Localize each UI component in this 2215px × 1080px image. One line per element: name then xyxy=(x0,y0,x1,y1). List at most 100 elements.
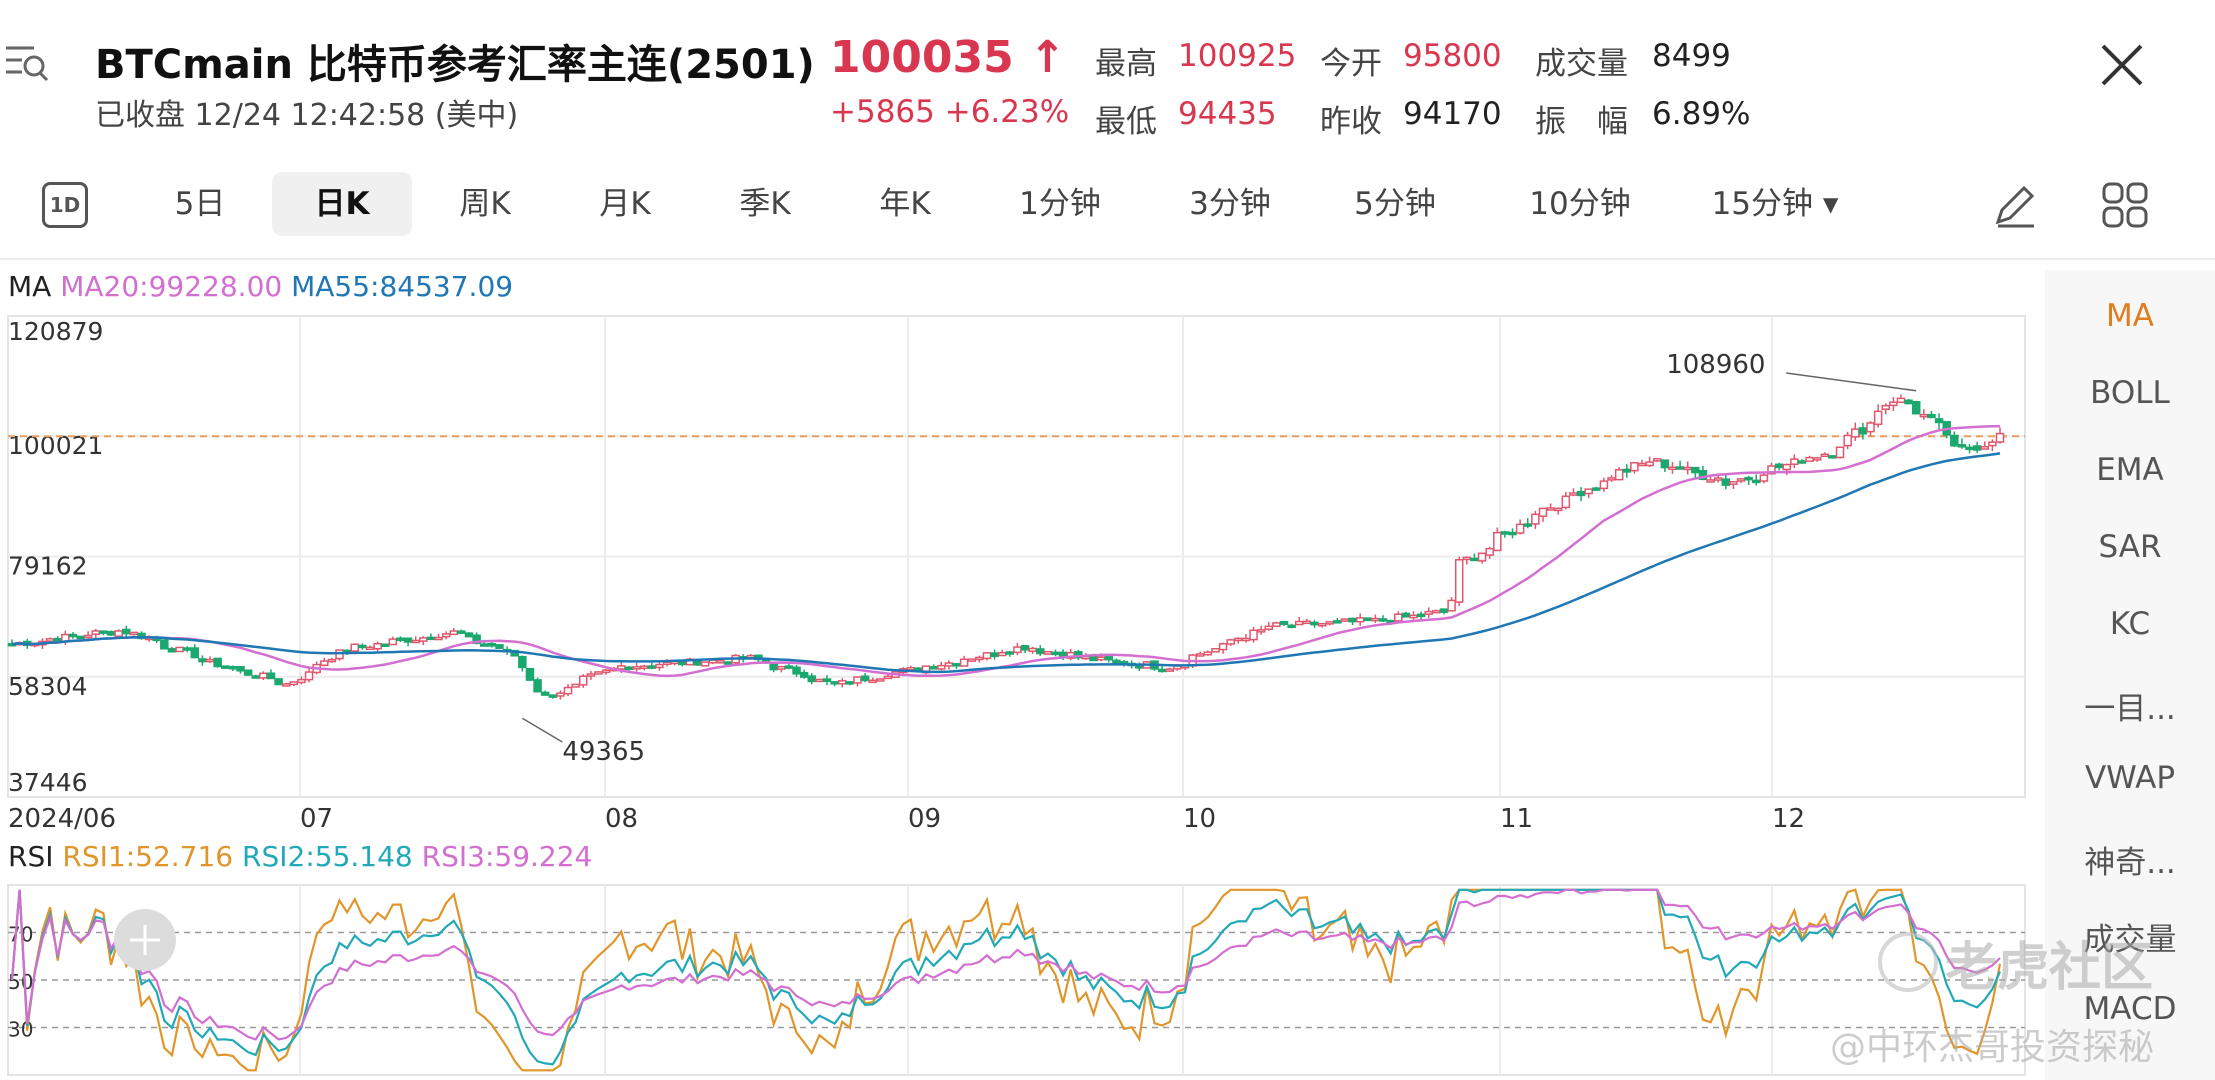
rsi-legend[interactable]: RSI RSI1:52.716 RSI2:55.148 RSI3:59.224 xyxy=(8,840,592,873)
watermark-author: @中环杰哥投资探秘 xyxy=(1830,1027,2155,1068)
close-icon[interactable] xyxy=(2095,38,2149,92)
candle-body xyxy=(837,680,847,685)
candle-body xyxy=(1607,477,1616,481)
candle-body xyxy=(1698,470,1708,481)
candle-body xyxy=(1515,523,1525,534)
candle-body xyxy=(487,642,497,647)
candle-body xyxy=(1493,531,1502,552)
indicator-6[interactable]: VWAP xyxy=(2084,760,2176,796)
tab-8[interactable]: 3分钟 xyxy=(1189,186,1271,222)
tab-3[interactable]: 周K xyxy=(459,186,511,222)
pencil-icon[interactable] xyxy=(1990,180,2040,230)
candle-body xyxy=(1234,637,1243,642)
indicator-9[interactable]: MACD xyxy=(2083,991,2177,1027)
candle-body xyxy=(1310,621,1319,626)
candle-body xyxy=(259,672,268,679)
candle-body xyxy=(1454,559,1464,603)
candle-body xyxy=(723,661,733,665)
candle-body xyxy=(1546,507,1555,511)
indicator-8[interactable]: 成交量 xyxy=(2083,922,2177,958)
candle-body xyxy=(1995,432,2005,443)
header-divider xyxy=(0,258,2215,260)
candle-body xyxy=(1333,620,1342,624)
candle-body xyxy=(122,628,131,635)
candle-body xyxy=(213,657,222,668)
market-status: 已收盘 12/24 12:42:58 (美中) xyxy=(95,98,519,133)
candle-body xyxy=(373,642,382,650)
candle-body xyxy=(1432,609,1441,614)
candle-body xyxy=(1416,613,1426,618)
candle-body xyxy=(403,637,413,643)
candle-body xyxy=(266,672,276,680)
candle-body xyxy=(1104,655,1114,661)
candle-body xyxy=(1249,629,1258,641)
candle-body xyxy=(540,691,550,696)
candle-body xyxy=(114,630,123,637)
stat-value: 100925 xyxy=(1178,38,1297,74)
indicator-0[interactable]: MA xyxy=(2106,298,2154,334)
indicator-7[interactable]: 神奇... xyxy=(2084,845,2176,881)
candle-body xyxy=(1340,618,1350,622)
tab-4[interactable]: 月K xyxy=(599,186,651,222)
tab-1d[interactable]: 1D xyxy=(42,182,88,228)
candle-body xyxy=(1531,513,1540,525)
candle-body xyxy=(959,658,969,667)
stat-value: 95800 xyxy=(1403,38,1502,74)
grid-icon[interactable] xyxy=(2100,180,2150,230)
main-y-tick-label: 58304 xyxy=(8,672,88,701)
x-tick-label: 2024/06 xyxy=(8,804,116,834)
candle-body xyxy=(304,671,314,681)
candle-body xyxy=(1165,668,1175,672)
candle-body xyxy=(586,673,596,677)
candle-body xyxy=(1774,463,1784,469)
menu-search-icon[interactable] xyxy=(4,42,50,82)
candle-body xyxy=(1028,647,1037,652)
candle-body xyxy=(441,633,451,638)
candle-body xyxy=(876,678,885,682)
tab-10[interactable]: 10分钟 xyxy=(1529,186,1631,222)
candle-body xyxy=(99,630,108,634)
tab-7[interactable]: 1分钟 xyxy=(1019,186,1101,222)
candle-body xyxy=(579,675,588,686)
candle-body xyxy=(281,683,291,687)
candle-body xyxy=(350,643,360,652)
candle-body xyxy=(53,637,62,643)
tab-6[interactable]: 年K xyxy=(879,186,931,222)
candle-body xyxy=(1409,614,1418,619)
tab-5[interactable]: 季K xyxy=(739,186,791,222)
candle-body xyxy=(1797,460,1807,464)
candle-body xyxy=(1934,418,1944,424)
candle-body xyxy=(769,662,778,671)
indicator-1[interactable]: BOLL xyxy=(2090,375,2170,411)
candle-body xyxy=(967,658,976,662)
candle-body xyxy=(1569,492,1578,496)
candle-body xyxy=(1957,444,1967,448)
candle-body xyxy=(1889,401,1898,407)
candle-body xyxy=(662,661,672,665)
indicator-4[interactable]: KC xyxy=(2109,606,2151,642)
candle-body xyxy=(91,630,101,635)
tab-2[interactable]: 日K xyxy=(272,172,412,236)
candle-body xyxy=(327,658,337,663)
stat-value: 94170 xyxy=(1403,96,1502,132)
x-tick-label: 09 xyxy=(908,804,941,834)
candle-body xyxy=(1348,617,1357,623)
indicator-5[interactable]: 一目... xyxy=(2084,691,2176,727)
tab-11[interactable]: 15分钟 ▾ xyxy=(1711,186,1839,222)
ma-legend[interactable]: MA MA20:99228.00 MA55:84537.09 xyxy=(8,270,513,303)
candle-body xyxy=(243,669,253,676)
indicator-3[interactable]: SAR xyxy=(2098,529,2162,565)
candle-body xyxy=(1744,476,1753,481)
tab-9[interactable]: 5分钟 xyxy=(1354,186,1436,222)
candle-body xyxy=(982,652,992,660)
candle-body xyxy=(1485,547,1494,556)
candle-body xyxy=(1096,656,1106,661)
candle-body xyxy=(1622,468,1632,473)
x-tick-label: 12 xyxy=(1772,804,1805,834)
candle-body xyxy=(1706,479,1715,483)
tab-1[interactable]: 5日 xyxy=(174,186,226,222)
ma55-line xyxy=(11,452,2001,674)
candle-body xyxy=(822,678,832,682)
indicator-2[interactable]: EMA xyxy=(2096,452,2164,488)
